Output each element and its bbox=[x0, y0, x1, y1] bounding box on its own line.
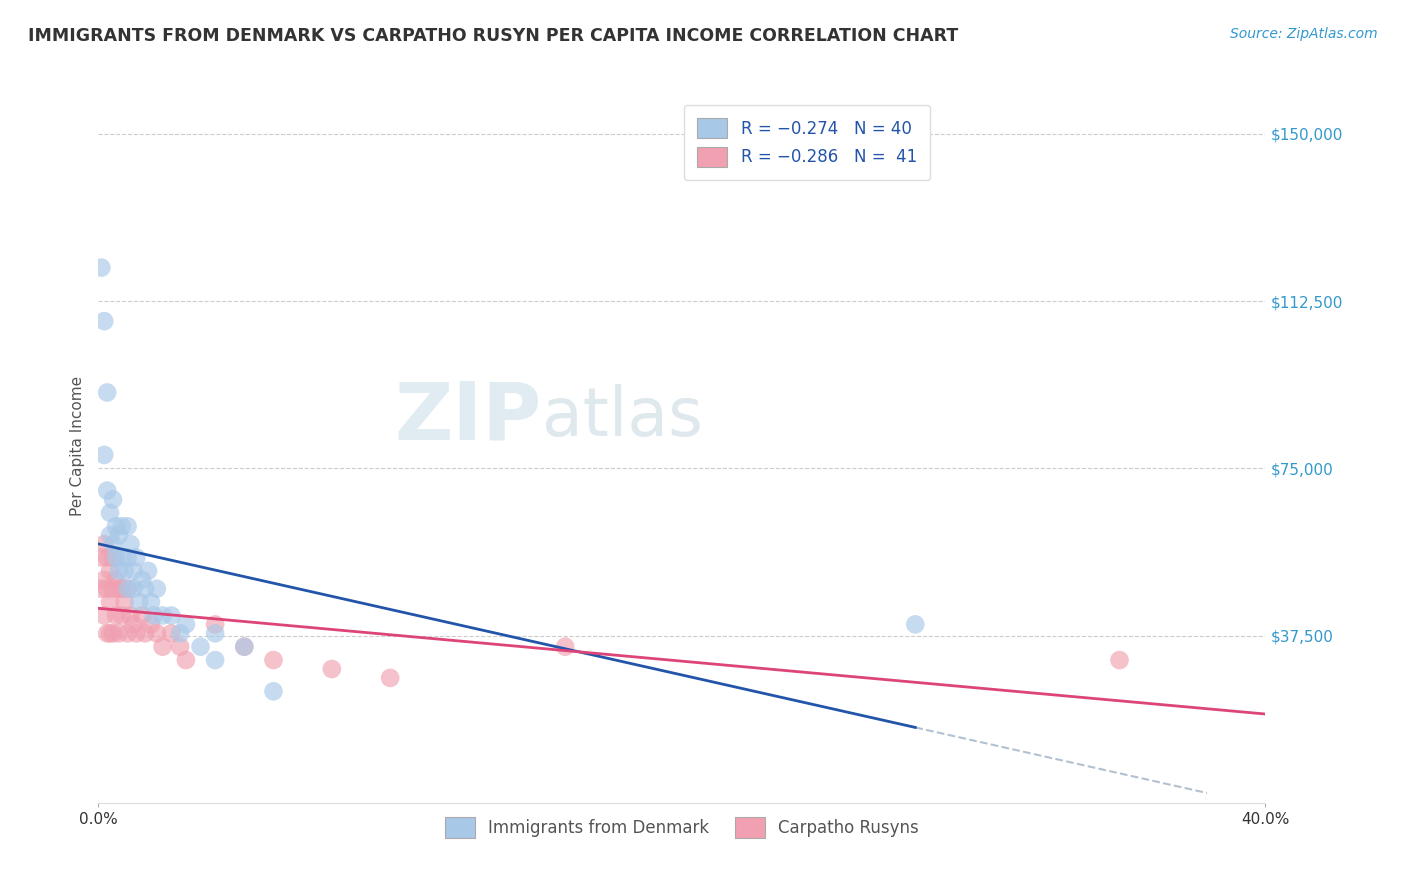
Point bbox=[125, 626, 148, 640]
Point bbox=[152, 640, 174, 654]
Point bbox=[98, 564, 121, 578]
Point bbox=[104, 519, 127, 533]
Point bbox=[262, 653, 284, 667]
Point bbox=[136, 564, 159, 578]
Point bbox=[93, 448, 115, 462]
Point bbox=[111, 582, 134, 596]
Point bbox=[108, 582, 131, 596]
Text: Source: ZipAtlas.com: Source: ZipAtlas.com bbox=[1230, 27, 1378, 41]
Y-axis label: Per Capita Income: Per Capita Income bbox=[69, 376, 84, 516]
Point bbox=[1108, 653, 1130, 667]
Point bbox=[117, 519, 139, 533]
Point bbox=[96, 550, 118, 565]
Point bbox=[169, 626, 191, 640]
Point bbox=[117, 550, 139, 565]
Point bbox=[120, 537, 142, 551]
Point bbox=[111, 608, 134, 623]
Point bbox=[117, 582, 139, 596]
Point bbox=[131, 573, 153, 587]
Point bbox=[380, 671, 402, 685]
Point bbox=[120, 608, 142, 623]
Point bbox=[134, 626, 156, 640]
Point bbox=[131, 608, 153, 623]
Point bbox=[139, 595, 162, 609]
Point bbox=[90, 582, 112, 596]
Point bbox=[117, 626, 139, 640]
Point bbox=[554, 640, 576, 654]
Point bbox=[122, 582, 145, 596]
Point bbox=[101, 582, 124, 596]
Point bbox=[262, 684, 284, 698]
Point bbox=[174, 653, 197, 667]
Point bbox=[101, 492, 124, 507]
Point bbox=[125, 550, 148, 565]
Text: ZIP: ZIP bbox=[395, 378, 541, 457]
Point bbox=[93, 573, 115, 587]
Point bbox=[134, 582, 156, 596]
Point bbox=[142, 608, 165, 623]
Point bbox=[160, 626, 183, 640]
Point bbox=[111, 519, 134, 533]
Point bbox=[101, 537, 124, 551]
Point bbox=[90, 550, 112, 565]
Point bbox=[111, 550, 134, 565]
Point bbox=[174, 617, 197, 632]
Point bbox=[204, 626, 226, 640]
Point bbox=[98, 528, 121, 542]
Point bbox=[146, 582, 169, 596]
Point bbox=[122, 617, 145, 632]
Point bbox=[93, 608, 115, 623]
Point bbox=[146, 626, 169, 640]
Point bbox=[93, 537, 115, 551]
Point bbox=[117, 582, 139, 596]
Point bbox=[98, 626, 121, 640]
Point bbox=[321, 662, 343, 676]
Point bbox=[114, 564, 136, 578]
Text: atlas: atlas bbox=[541, 384, 703, 450]
Point bbox=[104, 573, 127, 587]
Point bbox=[204, 617, 226, 632]
Point bbox=[90, 260, 112, 275]
Point bbox=[190, 640, 212, 654]
Point bbox=[98, 506, 121, 520]
Point bbox=[104, 608, 127, 623]
Point bbox=[108, 564, 131, 578]
Point bbox=[139, 617, 162, 632]
Point bbox=[96, 483, 118, 498]
Point bbox=[96, 582, 118, 596]
Point bbox=[96, 626, 118, 640]
Point bbox=[108, 528, 131, 542]
Point bbox=[233, 640, 256, 654]
Point bbox=[169, 640, 191, 654]
Point bbox=[101, 626, 124, 640]
Point bbox=[101, 550, 124, 565]
Text: IMMIGRANTS FROM DENMARK VS CARPATHO RUSYN PER CAPITA INCOME CORRELATION CHART: IMMIGRANTS FROM DENMARK VS CARPATHO RUSY… bbox=[28, 27, 959, 45]
Point bbox=[152, 608, 174, 623]
Point bbox=[233, 640, 256, 654]
Point bbox=[128, 595, 150, 609]
Point bbox=[122, 564, 145, 578]
Point bbox=[98, 595, 121, 609]
Point bbox=[114, 595, 136, 609]
Point bbox=[160, 608, 183, 623]
Point bbox=[104, 550, 127, 565]
Point bbox=[108, 626, 131, 640]
Point bbox=[96, 385, 118, 400]
Legend: Immigrants from Denmark, Carpatho Rusyns: Immigrants from Denmark, Carpatho Rusyns bbox=[439, 811, 925, 845]
Point bbox=[93, 314, 115, 328]
Point bbox=[204, 653, 226, 667]
Point bbox=[904, 617, 927, 632]
